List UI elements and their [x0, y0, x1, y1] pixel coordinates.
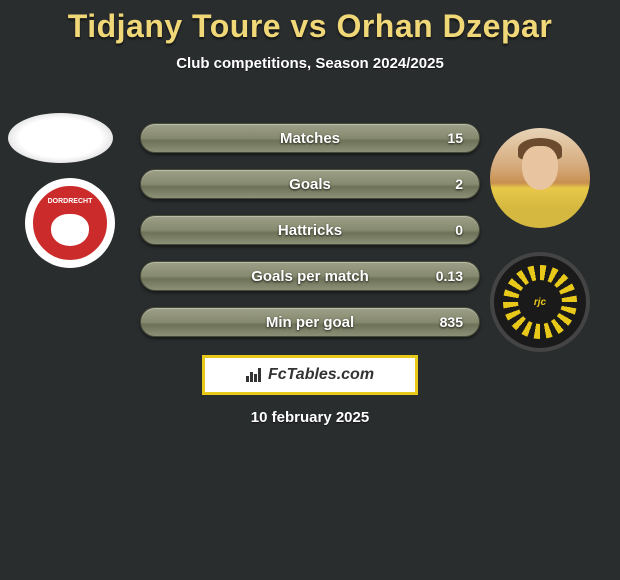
- club-right-abbrev: rjc: [518, 280, 562, 324]
- stat-value: 835: [440, 314, 463, 330]
- stat-bar: Hattricks 0: [140, 215, 480, 245]
- player-left-avatar: [8, 113, 113, 163]
- club-left-mascot-icon: [51, 214, 89, 246]
- date-text: 10 february 2025: [0, 409, 620, 426]
- stat-value: 15: [447, 130, 463, 146]
- stat-bar: Matches 15: [140, 123, 480, 153]
- brand-badge: FcTables.com: [202, 355, 418, 395]
- page-title: Tidjany Toure vs Orhan Dzepar: [0, 8, 620, 45]
- stat-value: 2: [455, 176, 463, 192]
- stat-label: Hattricks: [278, 222, 342, 239]
- player-right-avatar: [490, 128, 590, 228]
- stat-label: Goals per match: [251, 268, 369, 285]
- page-subtitle: Club competitions, Season 2024/2025: [0, 55, 620, 72]
- club-right-badge: rjc: [490, 252, 590, 352]
- stats-panel: Matches 15 Goals 2 Hattricks 0 Goals per match…: [140, 123, 480, 353]
- club-left-name: DORDRECHT: [48, 198, 93, 205]
- stat-label: Goals: [289, 176, 331, 193]
- stat-bar: Goals per match 0.13: [140, 261, 480, 291]
- club-left-badge: DORDRECHT: [25, 178, 115, 268]
- stat-label: Matches: [280, 130, 340, 147]
- stat-bar: Goals 2: [140, 169, 480, 199]
- stat-value: 0: [455, 222, 463, 238]
- stat-value: 0.13: [436, 268, 463, 284]
- chart-icon: [246, 368, 262, 382]
- stat-bar: Min per goal 835: [140, 307, 480, 337]
- brand-text: FcTables.com: [268, 366, 374, 384]
- stat-label: Min per goal: [266, 314, 354, 331]
